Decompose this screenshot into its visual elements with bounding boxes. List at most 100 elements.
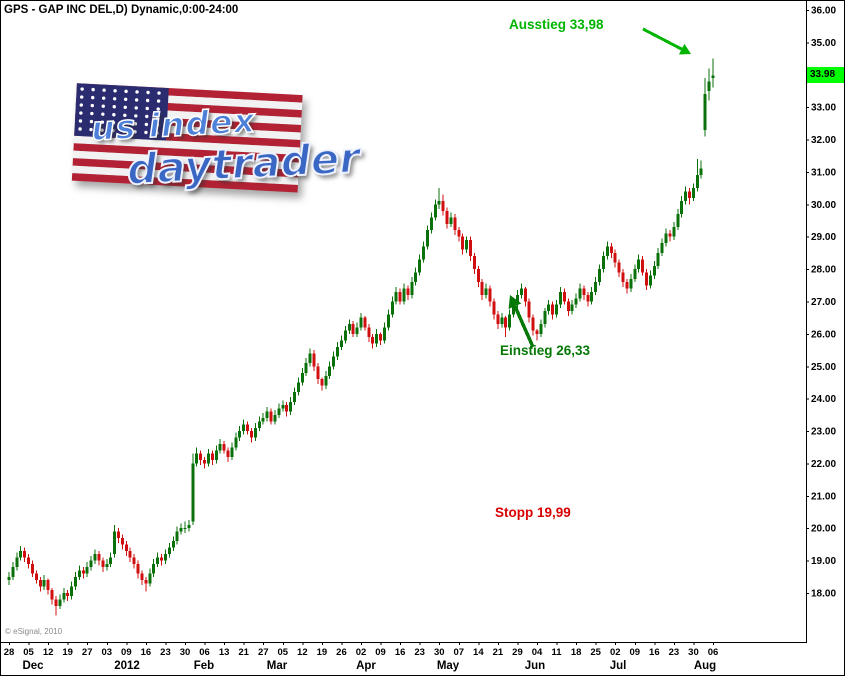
candle-body xyxy=(132,557,136,564)
price-tick-label: 23.00 xyxy=(811,427,836,438)
candle-body xyxy=(226,450,230,457)
candle-body xyxy=(148,573,152,584)
price-tick-label: 27.00 xyxy=(811,297,836,308)
candle-body xyxy=(261,418,265,422)
candle-body xyxy=(105,563,109,568)
price-tick-label: 30.00 xyxy=(811,200,836,211)
date-tick-label: 07 xyxy=(453,647,464,658)
date-tick-label: 19 xyxy=(62,647,73,658)
date-tick-label: 21 xyxy=(493,647,504,658)
price-tick-label: 22.00 xyxy=(811,459,836,470)
candle-body xyxy=(566,301,570,312)
candle-body xyxy=(140,573,144,581)
candle-body xyxy=(316,366,320,380)
esignal-copyright: © eSignal, 2010 xyxy=(5,627,63,636)
candle-body xyxy=(11,567,15,577)
candle-body xyxy=(644,272,648,286)
candle-body xyxy=(676,214,680,228)
candle-body xyxy=(555,304,559,315)
candle-body xyxy=(609,246,613,253)
candle-body xyxy=(312,353,316,367)
candle-body xyxy=(508,314,512,328)
date-tick-label: 23 xyxy=(414,647,425,658)
candle-body xyxy=(500,317,504,325)
stop-annotation: Stopp 19,99 xyxy=(495,505,571,520)
month-label: Feb xyxy=(194,660,214,672)
candle-body xyxy=(89,560,93,568)
candle-body xyxy=(367,327,371,338)
candle-body xyxy=(113,531,117,555)
candle-body xyxy=(34,573,38,581)
candle-body xyxy=(351,324,355,334)
price-tick-label: 18.00 xyxy=(811,589,836,600)
price-tick-label: 24.00 xyxy=(811,394,836,405)
candle-body xyxy=(371,337,375,344)
candle-body xyxy=(70,586,74,597)
candle-body xyxy=(144,580,148,584)
candle-body xyxy=(594,282,598,292)
candle-body xyxy=(519,288,523,296)
date-tick-label: 16 xyxy=(649,647,660,658)
price-tick-label: 35.00 xyxy=(811,38,836,49)
date-tick-label: 21 xyxy=(238,647,249,658)
candle-body xyxy=(187,524,191,529)
candle-body xyxy=(390,301,394,315)
candle-body xyxy=(343,330,347,341)
month-label: Apr xyxy=(356,660,376,672)
candle-body xyxy=(691,188,695,198)
candle-body xyxy=(359,317,363,328)
exit-arrow-head xyxy=(678,43,691,55)
candle-body xyxy=(195,453,199,464)
candle-body xyxy=(445,210,449,224)
candle-body xyxy=(93,554,97,561)
candle-body xyxy=(66,593,70,597)
candle-body xyxy=(422,246,426,260)
price-tick-label: 29.00 xyxy=(811,232,836,243)
candle-body xyxy=(171,541,175,548)
candle-body xyxy=(339,340,343,347)
candle-body xyxy=(7,576,11,581)
date-tick-label: 02 xyxy=(356,647,367,658)
candle-body xyxy=(457,230,461,237)
candle-body xyxy=(476,269,480,283)
candle-body xyxy=(101,560,105,568)
candle-body xyxy=(386,314,390,328)
candle-body xyxy=(355,327,359,334)
candle-body xyxy=(167,547,171,555)
candle-body xyxy=(590,291,594,302)
candle-body xyxy=(641,259,645,273)
candle-body xyxy=(406,288,410,296)
date-tick-label: 18 xyxy=(571,647,582,658)
candle-body xyxy=(30,563,34,574)
candle-body xyxy=(621,272,625,283)
candle-body xyxy=(402,288,406,302)
date-tick-label: 25 xyxy=(590,647,601,658)
date-tick-label: 05 xyxy=(23,647,34,658)
candle-body xyxy=(281,405,285,409)
candle-body xyxy=(379,333,383,341)
candle-body xyxy=(637,259,641,270)
candle-body xyxy=(664,233,668,244)
price-tick-label: 21.00 xyxy=(811,491,836,502)
price-tick-label: 31.00 xyxy=(811,167,836,178)
candle-body xyxy=(58,599,62,606)
candle-body xyxy=(293,392,297,402)
date-tick-label: 02 xyxy=(610,647,621,658)
candle-body xyxy=(598,269,602,283)
entry-arrow-head xyxy=(508,295,522,310)
date-tick-label: 06 xyxy=(708,647,719,658)
candle-body xyxy=(394,291,398,302)
date-tick-label: 12 xyxy=(297,647,308,658)
candle-body xyxy=(62,593,66,600)
candle-body xyxy=(527,301,531,318)
candle-body xyxy=(558,291,562,305)
candle-body xyxy=(410,282,414,296)
candle-body xyxy=(136,563,140,574)
exit-arrow xyxy=(642,27,683,51)
month-label: May xyxy=(437,660,460,672)
candle-body xyxy=(375,333,379,344)
candle-body xyxy=(586,295,590,302)
candle-body xyxy=(629,278,633,289)
candle-body xyxy=(230,447,234,457)
